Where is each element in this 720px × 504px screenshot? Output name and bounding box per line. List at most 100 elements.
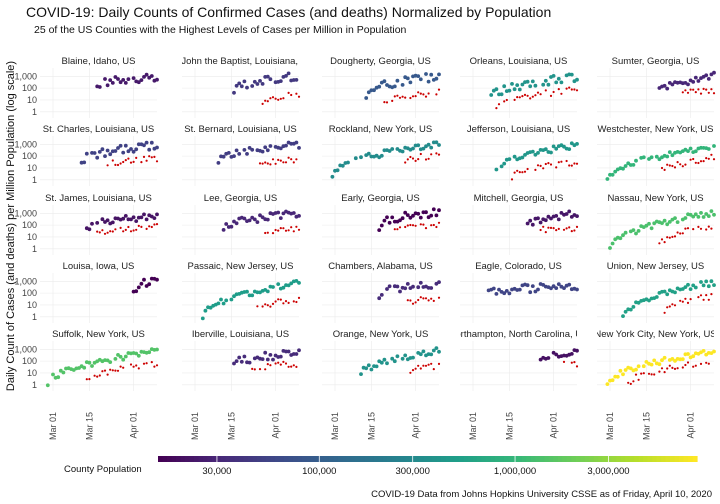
case-point <box>294 140 299 145</box>
death-point <box>521 171 524 174</box>
colorbar-segment <box>616 456 622 462</box>
death-point <box>692 88 695 91</box>
colorbar-segment <box>184 456 191 462</box>
death-point <box>406 224 409 227</box>
colorbar-segment <box>598 456 604 462</box>
case-point <box>284 143 288 148</box>
facet-panel: Dougherty, Georgia, US <box>322 56 441 118</box>
colorbar-segment <box>607 456 613 462</box>
death-point <box>135 364 138 367</box>
colorbar-segment <box>535 456 541 462</box>
death-point <box>385 101 389 104</box>
death-point <box>668 364 671 367</box>
case-point <box>97 85 102 89</box>
death-point <box>290 226 293 229</box>
death-point <box>287 301 290 304</box>
death-point <box>707 157 710 160</box>
death-point <box>707 91 710 94</box>
case-point <box>286 283 291 288</box>
case-point <box>100 217 105 222</box>
colorbar-segment <box>517 456 523 462</box>
death-point <box>679 232 682 235</box>
case-point <box>623 309 628 314</box>
case-point <box>216 301 221 306</box>
case-point <box>366 90 371 95</box>
case-point <box>551 144 556 149</box>
death-point <box>269 305 272 308</box>
case-point <box>387 284 392 289</box>
death-point <box>266 162 269 165</box>
colorbar-segment <box>414 456 420 462</box>
colorbar-segment <box>688 456 694 462</box>
case-point <box>142 75 146 79</box>
case-point <box>551 284 556 289</box>
case-point <box>554 80 559 85</box>
death-point <box>437 221 441 224</box>
case-point <box>657 362 662 367</box>
case-point <box>116 353 120 357</box>
y-axis-label: Daily Count of Cases (and deaths) per Mi… <box>5 61 17 391</box>
case-point <box>699 280 703 284</box>
case-point <box>512 154 517 159</box>
death-point <box>632 380 635 383</box>
death-point <box>396 94 399 97</box>
case-point <box>61 370 66 375</box>
case-point <box>693 149 698 154</box>
death-point <box>406 158 409 161</box>
colorbar-segment <box>324 456 330 462</box>
death-point <box>679 299 682 302</box>
death-point <box>681 366 684 369</box>
death-point <box>697 88 700 91</box>
case-point <box>118 80 123 85</box>
case-point <box>116 77 120 81</box>
case-point <box>400 149 405 154</box>
case-point <box>688 146 693 151</box>
case-point <box>403 210 408 215</box>
case-point <box>660 358 664 363</box>
facet-panel: Suffolk, New York, US 1 10 100 1,000 <box>14 329 159 391</box>
colorbar-segment <box>283 456 289 462</box>
case-point <box>693 285 698 290</box>
colorbar-segment <box>553 456 559 462</box>
case-point <box>232 154 236 159</box>
case-point <box>155 145 159 150</box>
death-point <box>279 298 282 301</box>
death-point <box>516 96 519 99</box>
y-tick-label: 100 <box>22 220 37 230</box>
case-point <box>491 286 496 291</box>
death-point <box>411 302 415 305</box>
case-point <box>693 75 698 80</box>
death-point <box>274 300 277 303</box>
colorbar-segment <box>252 456 258 462</box>
death-point <box>424 297 428 300</box>
colorbar-segment <box>445 456 451 462</box>
colorbar-segment <box>692 456 698 462</box>
case-point <box>416 74 421 78</box>
colorbar-segment <box>369 456 375 462</box>
case-point <box>392 359 397 364</box>
death-point <box>383 101 386 104</box>
death-point <box>129 363 133 366</box>
death-point <box>568 164 571 167</box>
case-point <box>392 219 397 224</box>
death-point <box>271 232 275 235</box>
y-tick-label: 1 <box>32 107 37 117</box>
death-point <box>282 302 285 305</box>
death-point <box>562 228 566 231</box>
case-point <box>377 228 382 233</box>
case-point <box>418 215 423 220</box>
panel-title: Early, Georgia, US <box>341 193 420 204</box>
case-point <box>255 82 260 86</box>
case-point <box>712 283 716 287</box>
case-point <box>284 349 288 354</box>
case-point <box>247 360 252 365</box>
case-point <box>90 364 94 368</box>
case-point <box>155 212 159 217</box>
case-point <box>610 241 615 246</box>
death-point <box>437 362 441 365</box>
death-point <box>432 368 435 371</box>
death-point <box>544 89 547 92</box>
case-point <box>359 155 363 160</box>
x-tick-label: Apr 01 <box>686 412 696 439</box>
colorbar-segment <box>634 456 640 462</box>
